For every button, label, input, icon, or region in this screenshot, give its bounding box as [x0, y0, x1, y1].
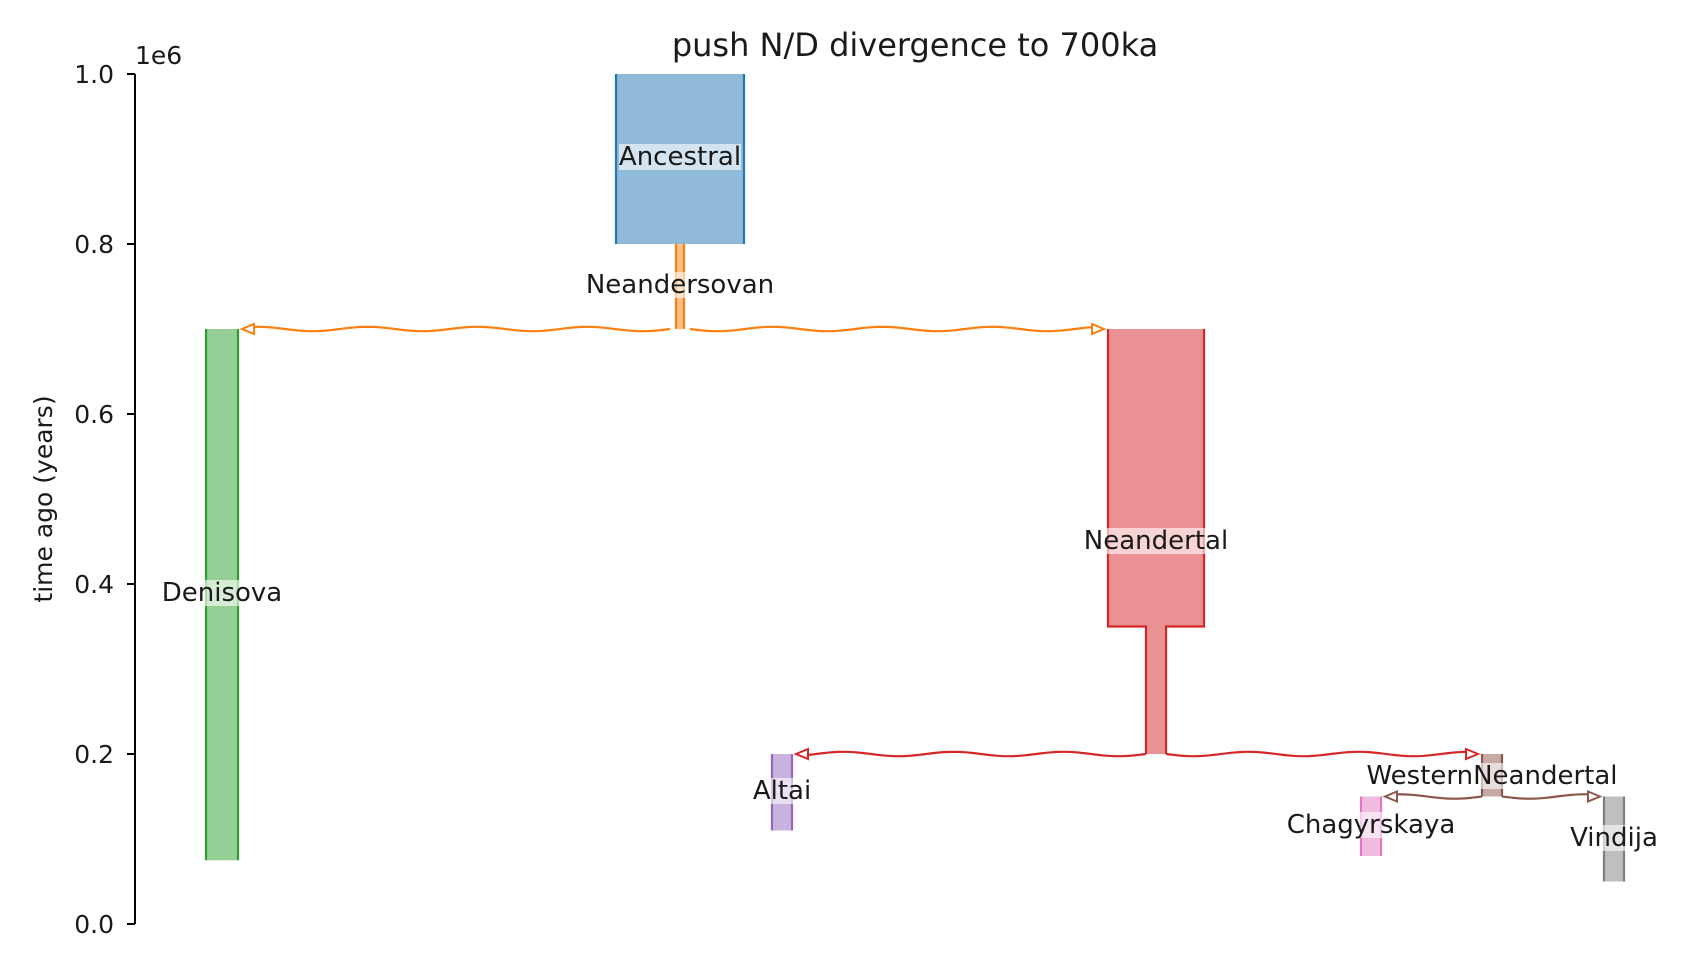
split-neandertal — [793, 747, 1481, 761]
y-tick-label: 0.8 — [74, 230, 114, 259]
split-arrow-to-vindija — [1501, 793, 1591, 800]
label-neandersovan: Neandersovan — [585, 270, 775, 300]
label-background — [1570, 825, 1658, 851]
split-arrow-to-altai — [805, 750, 1147, 758]
deme-label: Neandersovan — [586, 270, 774, 300]
label-vindija: Vindija — [1570, 823, 1658, 853]
y-tick-label: 0.0 — [74, 910, 114, 939]
split-arrow-to-denisova — [251, 325, 671, 333]
deme-labels: Ancestral Neandersovan Denisova Neandertal A… — [161, 142, 1658, 853]
split-arrows — [239, 322, 1603, 803]
deme-label: Denisova — [162, 578, 283, 608]
label-chagyrskaya: Chagyrskaya — [1286, 810, 1456, 840]
split-arrowhead — [1382, 790, 1398, 803]
split-western-neandertal — [1382, 790, 1603, 803]
split-arrow-to-western-neandertal — [1165, 750, 1469, 758]
deme-label: Ancestral — [619, 142, 741, 172]
y-tick-label: 1.0 — [74, 60, 114, 89]
y-ticks: 0.0 0.2 0.4 0.6 0.8 1.0 — [74, 60, 135, 939]
label-background — [161, 580, 283, 606]
label-denisova: Denisova — [161, 578, 283, 608]
label-ancestral: Ancestral — [618, 142, 742, 172]
deme-label: Chagyrskaya — [1287, 810, 1456, 840]
label-altai: Altai — [752, 776, 812, 806]
y-axis-offset-text: 1e6 — [135, 41, 182, 70]
label-background — [752, 778, 812, 804]
label-background — [618, 144, 742, 170]
split-arrowhead — [1091, 322, 1107, 336]
y-axis-label: time ago (years) — [29, 395, 58, 602]
chart-title: push N/D divergence to 700ka — [672, 26, 1158, 64]
y-tick-label: 0.6 — [74, 400, 114, 429]
deme-outline — [1106, 329, 1206, 754]
deme-label: WesternNeandertal — [1366, 761, 1617, 791]
y-tick-label: 0.2 — [74, 740, 114, 769]
split-arrowhead — [239, 322, 255, 336]
split-arrowhead — [793, 747, 809, 761]
deme-label: Altai — [753, 776, 811, 806]
label-background — [1286, 812, 1456, 838]
split-arrow-to-chagyrskaya — [1394, 793, 1483, 800]
deme-label: Neandertal — [1084, 526, 1228, 556]
split-arrow-to-neandertal — [689, 325, 1095, 333]
y-tick-label: 0.4 — [74, 570, 114, 599]
label-background — [1083, 528, 1229, 554]
label-western-neandertal: WesternNeandertal — [1366, 761, 1618, 791]
label-neandertal: Neandertal — [1083, 526, 1229, 556]
split-neandersovan — [239, 322, 1107, 336]
split-arrowhead — [1587, 790, 1603, 803]
split-arrowhead — [1465, 747, 1481, 761]
label-background — [585, 272, 775, 298]
label-background — [1366, 763, 1618, 789]
y-axis: 0.0 0.2 0.4 0.6 0.8 1.0 1e6 time ago (years) — [29, 41, 182, 939]
deme-label: Vindija — [1570, 823, 1658, 853]
